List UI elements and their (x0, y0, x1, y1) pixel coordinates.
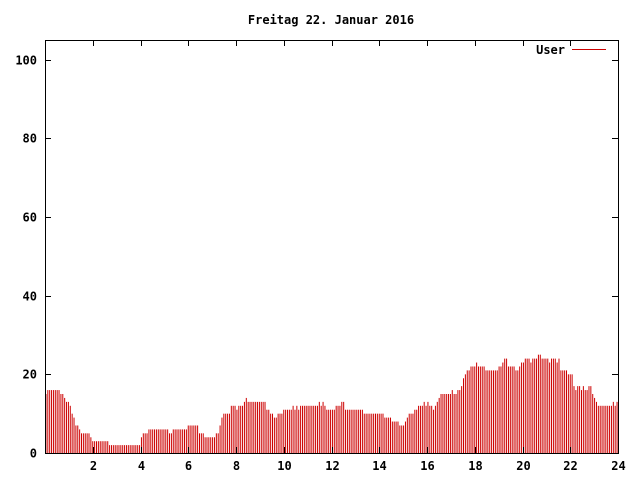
x-tick-label: 14 (372, 459, 386, 473)
x-tick-label: 22 (563, 459, 577, 473)
chart-title: Freitag 22. Januar 2016 (248, 13, 414, 27)
x-tick-label: 4 (138, 459, 145, 473)
x-tick-label: 20 (516, 459, 530, 473)
x-tick-label: 24 (611, 459, 625, 473)
x-tick-label: 12 (325, 459, 339, 473)
x-tick-label: 2 (90, 459, 97, 473)
x-axis: 2 4 6 8 10 12 14 16 18 20 22 24 (90, 40, 626, 473)
x-tick-label: 16 (420, 459, 434, 473)
bar-series (45, 354, 618, 453)
y-tick-label: 80 (23, 132, 37, 146)
y-tick-label: 60 (23, 211, 37, 225)
legend: User (536, 43, 606, 57)
legend-label-user: User (536, 43, 565, 57)
y-axis: 0 20 40 60 80 100 (15, 54, 618, 461)
x-tick-label: 6 (185, 459, 192, 473)
y-tick-label: 100 (15, 54, 37, 68)
y-tick-label: 0 (30, 447, 37, 461)
x-tick-label: 18 (468, 459, 482, 473)
y-tick-label: 20 (23, 368, 37, 382)
x-tick-label: 8 (233, 459, 240, 473)
x-tick-label: 10 (277, 459, 291, 473)
y-tick-label: 40 (23, 290, 37, 304)
